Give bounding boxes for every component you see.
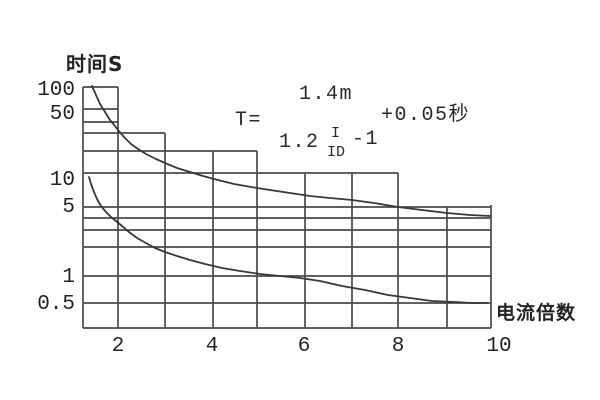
- formula-numerator: 1.4m: [299, 83, 354, 106]
- formula-exponent-denominator: ID: [327, 144, 346, 161]
- y-tick-label-1: 1: [62, 266, 75, 289]
- formula-minus-one: -1: [352, 128, 380, 151]
- formula-denominator-base: 1.2: [279, 131, 320, 154]
- x-tick-label-8: 8: [391, 335, 405, 358]
- y-axis-title: 时间S: [66, 52, 124, 76]
- y-tick-label-100: 100: [37, 79, 75, 102]
- upper-curve: [91, 85, 491, 217]
- lower-curve: [88, 176, 488, 304]
- x-tick-label-6: 6: [297, 335, 311, 358]
- y-tick-label-50: 50: [49, 103, 75, 126]
- x-tick-label-4: 4: [205, 335, 219, 358]
- formula-exponent-numerator: I: [331, 125, 341, 142]
- formula-suffix: +0.05秒: [381, 104, 471, 127]
- y-tick-label-0.5: 0.5: [37, 293, 75, 316]
- formula-lhs: T=: [235, 109, 263, 132]
- x-axis-title: 电流倍数: [496, 302, 577, 324]
- y-tick-label-5: 5: [62, 196, 75, 219]
- y-tick-label-10: 10: [49, 169, 75, 192]
- x-tick-label-10: 10: [486, 335, 512, 358]
- x-tick-label-2: 2: [111, 335, 125, 358]
